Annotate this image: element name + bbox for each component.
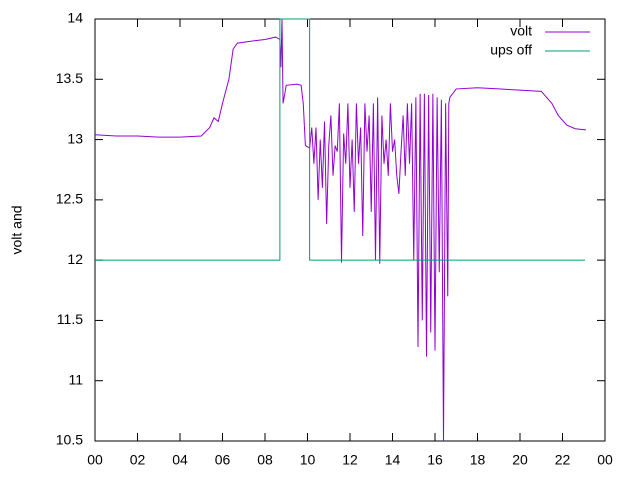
x-tick-label: 04 (172, 452, 188, 468)
x-tick-label: 00 (87, 452, 103, 468)
x-tick-label: 00 (597, 452, 613, 468)
y-axis-label: volt and (9, 205, 25, 254)
y-tick-label: 11.5 (57, 311, 83, 327)
series-line (95, 18, 586, 261)
y-tick-label: 11 (68, 371, 83, 387)
y-tick-label: 13 (67, 130, 83, 146)
y-tick-label: 12 (67, 251, 83, 267)
y-tick-label: 14 (67, 10, 83, 26)
x-tick-label: 14 (385, 452, 401, 468)
x-tick-label: 02 (130, 452, 146, 468)
x-tick-label: 18 (470, 452, 486, 468)
x-tick-label: 22 (555, 452, 571, 468)
y-tick-label: 13.5 (56, 70, 83, 86)
legend-label: volt (510, 23, 532, 39)
x-tick-label: 16 (427, 452, 443, 468)
series-line (94, 18, 586, 442)
y-tick-label: 10.5 (56, 432, 83, 448)
plot-border (94, 18, 606, 442)
x-tick-label: 08 (257, 452, 273, 468)
x-tick-label: 20 (512, 452, 528, 468)
y-tick-label: 12.5 (56, 191, 83, 207)
x-tick-label: 06 (215, 452, 231, 468)
legend-label: ups off (490, 42, 532, 58)
x-tick-label: 10 (300, 452, 316, 468)
x-tick-label: 12 (342, 452, 358, 468)
